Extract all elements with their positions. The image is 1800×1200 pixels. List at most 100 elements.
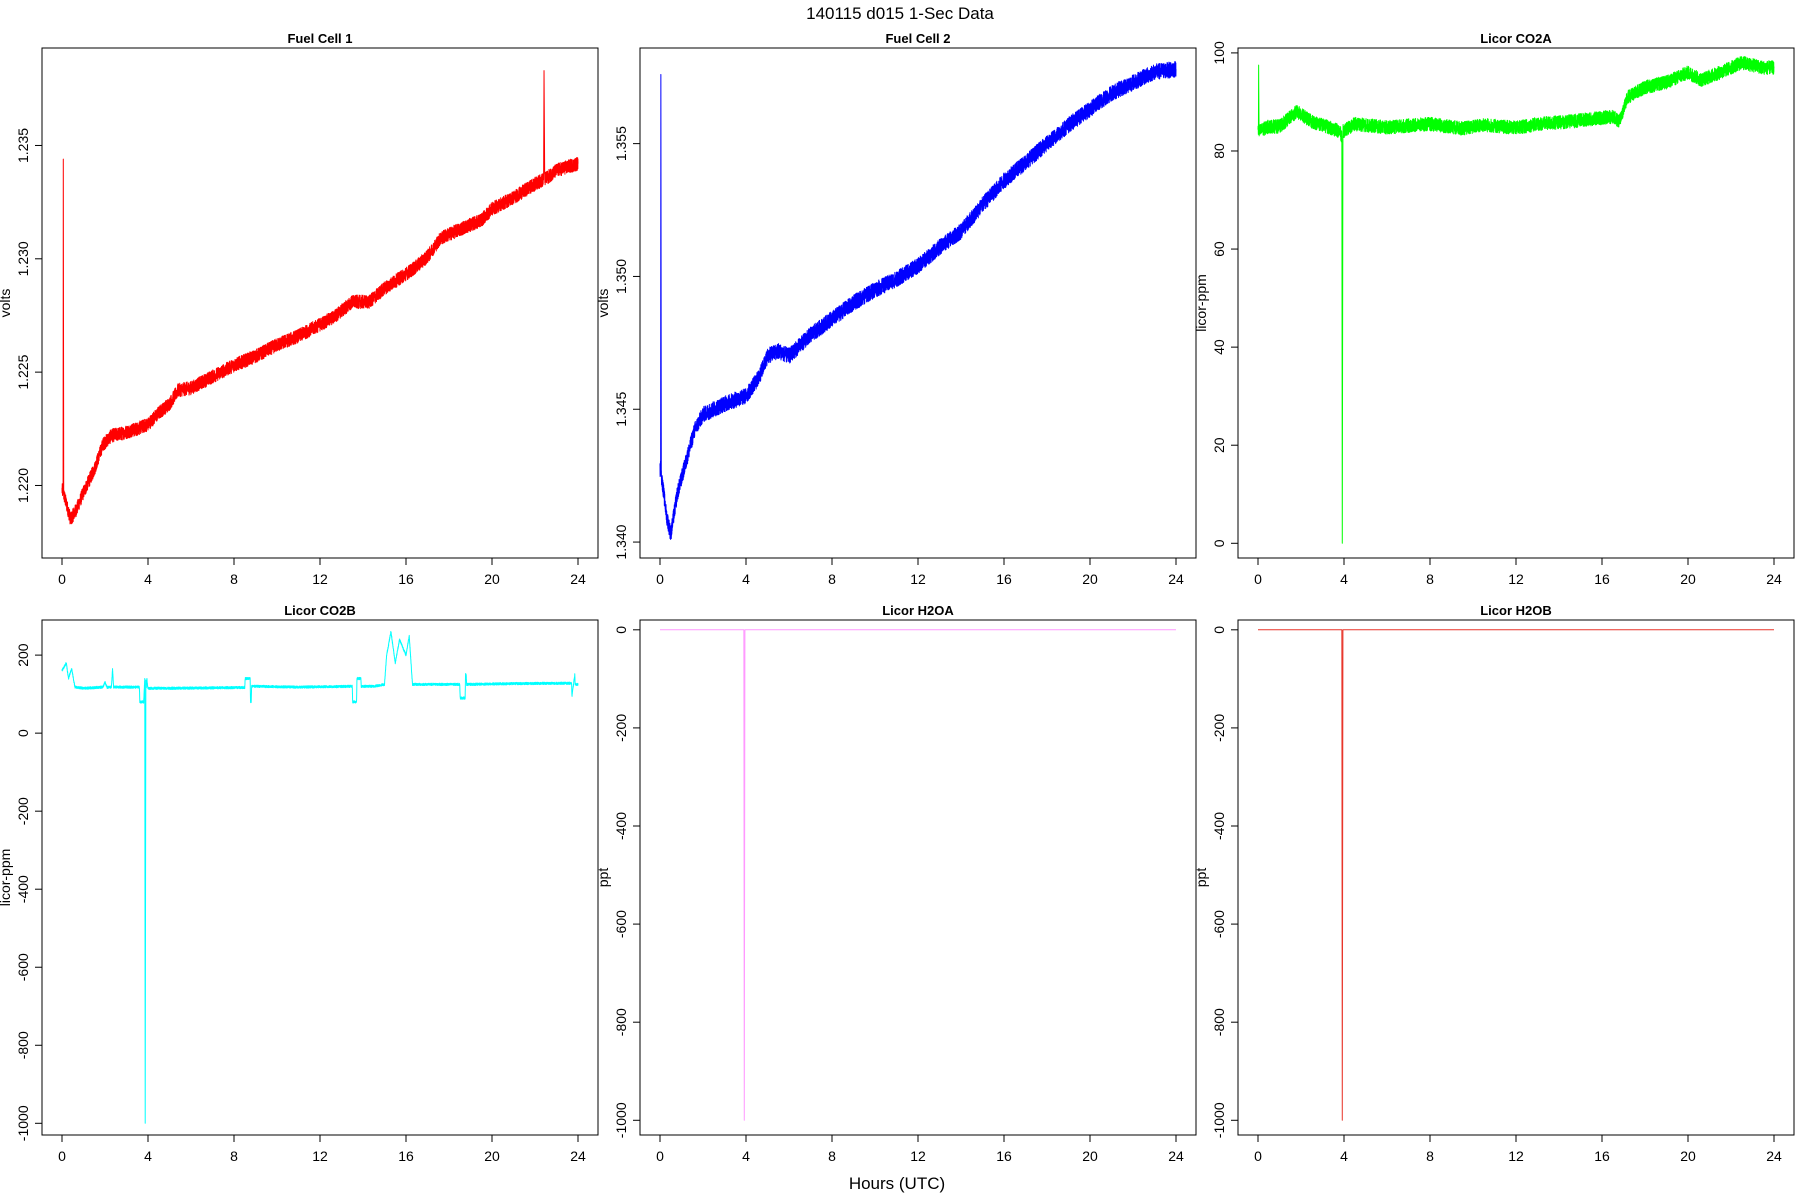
y-tick-label-licor-co2b-3: -400 <box>15 875 31 903</box>
y-tick-label-fuel-cell-2-3: 1.355 <box>613 126 629 161</box>
figure-title: 140115 d015 1-Sec Data <box>806 4 994 23</box>
y-tick-label-fuel-cell-1-0: 1.220 <box>15 468 31 503</box>
y-tick-label-licor-h2oa-5: 0 <box>613 626 629 634</box>
x-tick-label-licor-h2oa-4: 16 <box>996 1148 1012 1164</box>
y-axis-label-licor-co2a: licor-ppm <box>1193 274 1209 332</box>
x-tick-label-licor-h2oa-5: 20 <box>1082 1148 1098 1164</box>
y-axis-label-licor-h2ob: ppt <box>1193 868 1209 888</box>
y-axis-label-licor-h2oa: ppt <box>595 868 611 888</box>
y-axis-label-licor-co2b: licor-ppm <box>0 849 13 907</box>
x-tick-label-licor-co2a-2: 8 <box>1426 571 1434 587</box>
x-tick-label-fuel-cell-1-0: 0 <box>58 571 66 587</box>
x-tick-label-licor-co2b-5: 20 <box>484 1148 500 1164</box>
panel-fuel-cell-1: Fuel Cell 1 0 4 8 12 16 20 24 1.220 1.225 1.230 1.2… <box>0 31 599 587</box>
x-tick-label-licor-h2ob-4: 16 <box>1594 1148 1610 1164</box>
y-tick-label-licor-h2oa-1: -800 <box>613 1008 629 1036</box>
x-tick-label-licor-co2b-2: 8 <box>230 1148 238 1164</box>
x-tick-label-licor-h2ob-2: 8 <box>1426 1148 1434 1164</box>
x-tick-label-licor-co2b-3: 12 <box>312 1148 328 1164</box>
panel-licor-h2ob: Licor H2OB 0 4 8 12 16 20 24 -1000 -800 -600 -400 -2… <box>1193 603 1795 1164</box>
panel-title-licor-co2b: Licor CO2B <box>284 603 356 618</box>
y-tick-label-licor-co2a-5: 100 <box>1211 41 1227 65</box>
y-tick-label-fuel-cell-2-0: 1.340 <box>613 524 629 559</box>
y-tick-label-licor-h2oa-4: -200 <box>613 714 629 742</box>
y-tick-label-licor-h2ob-2: -600 <box>1211 910 1227 938</box>
y-tick-label-licor-co2b-2: -600 <box>15 953 31 981</box>
x-tick-label-fuel-cell-1-2: 8 <box>230 571 238 587</box>
x-tick-label-licor-h2oa-2: 8 <box>828 1148 836 1164</box>
y-tick-label-licor-co2b-0: -1000 <box>15 1105 31 1141</box>
x-tick-label-fuel-cell-1-6: 24 <box>570 571 586 587</box>
y-tick-label-fuel-cell-1-2: 1.230 <box>15 241 31 276</box>
x-tick-label-fuel-cell-2-1: 4 <box>742 571 750 587</box>
y-tick-label-licor-h2ob-3: -400 <box>1211 812 1227 840</box>
series-line-fuel-cell-1-0 <box>61 70 579 525</box>
y-axis-label-fuel-cell-2: volts <box>595 289 611 318</box>
x-tick-label-licor-h2oa-6: 24 <box>1168 1148 1184 1164</box>
x-tick-label-fuel-cell-2-5: 20 <box>1082 571 1098 587</box>
panel-title-fuel-cell-2: Fuel Cell 2 <box>885 31 950 46</box>
y-axis-label-fuel-cell-1: volts <box>0 289 13 318</box>
x-tick-label-fuel-cell-2-3: 12 <box>910 571 926 587</box>
y-tick-label-licor-co2b-4: -200 <box>15 797 31 825</box>
x-tick-label-fuel-cell-1-4: 16 <box>398 571 414 587</box>
y-tick-label-licor-h2oa-0: -1000 <box>613 1102 629 1138</box>
y-tick-label-licor-h2ob-1: -800 <box>1211 1008 1227 1036</box>
x-tick-label-licor-h2oa-3: 12 <box>910 1148 926 1164</box>
y-tick-label-licor-co2b-1: -800 <box>15 1031 31 1059</box>
y-tick-label-licor-co2a-3: 60 <box>1211 241 1227 257</box>
y-tick-label-fuel-cell-2-2: 1.350 <box>613 259 629 294</box>
y-tick-label-licor-co2a-4: 80 <box>1211 143 1227 159</box>
series-line-licor-co2a-0 <box>1257 56 1775 544</box>
x-tick-label-licor-co2b-1: 4 <box>144 1148 152 1164</box>
panel-frame-licor-h2ob <box>1237 619 1795 1136</box>
x-tick-label-licor-co2a-5: 20 <box>1680 571 1696 587</box>
panel-title-fuel-cell-1: Fuel Cell 1 <box>287 31 352 46</box>
x-tick-label-licor-h2ob-6: 24 <box>1766 1148 1782 1164</box>
y-tick-label-fuel-cell-2-1: 1.345 <box>613 392 629 427</box>
x-tick-label-licor-co2b-4: 16 <box>398 1148 414 1164</box>
y-tick-label-licor-h2ob-0: -1000 <box>1211 1102 1227 1138</box>
y-tick-label-licor-h2ob-4: -200 <box>1211 714 1227 742</box>
y-tick-label-licor-co2a-1: 20 <box>1211 437 1227 453</box>
x-tick-label-licor-co2a-6: 24 <box>1766 571 1782 587</box>
x-tick-label-licor-h2ob-3: 12 <box>1508 1148 1524 1164</box>
x-tick-label-licor-co2b-6: 24 <box>570 1148 586 1164</box>
y-tick-label-licor-h2oa-2: -600 <box>613 910 629 938</box>
panel-title-licor-h2ob: Licor H2OB <box>1480 603 1552 618</box>
panel-frame-fuel-cell-1 <box>41 47 599 559</box>
series-line-licor-co2b-0 <box>61 630 579 1124</box>
panel-licor-h2oa: Licor H2OA 0 4 8 12 16 20 24 -1000 -800 -600 -400 -2… <box>595 603 1197 1164</box>
x-tick-label-fuel-cell-2-0: 0 <box>656 571 664 587</box>
x-tick-label-licor-co2a-0: 0 <box>1254 571 1262 587</box>
x-tick-label-licor-h2ob-5: 20 <box>1680 1148 1696 1164</box>
panels-group: Fuel Cell 1 0 4 8 12 16 20 24 1.220 1.225 1.230 1.2… <box>0 31 1795 1164</box>
x-tick-label-licor-h2oa-1: 4 <box>742 1148 750 1164</box>
y-tick-label-licor-h2oa-3: -400 <box>613 812 629 840</box>
x-tick-label-fuel-cell-2-6: 24 <box>1168 571 1184 587</box>
series-line-licor-h2ob-0 <box>1257 629 1775 1121</box>
series-line-licor-h2oa-0 <box>659 629 1177 1121</box>
x-tick-label-fuel-cell-1-1: 4 <box>144 571 152 587</box>
x-tick-label-licor-h2ob-0: 0 <box>1254 1148 1262 1164</box>
y-tick-label-fuel-cell-1-3: 1.235 <box>15 128 31 163</box>
panel-fuel-cell-2: Fuel Cell 2 0 4 8 12 16 20 24 1.340 1.345 1.350 1.3… <box>595 31 1197 587</box>
x-tick-label-fuel-cell-2-2: 8 <box>828 571 836 587</box>
x-tick-label-licor-co2b-0: 0 <box>58 1148 66 1164</box>
panel-title-licor-h2oa: Licor H2OA <box>882 603 954 618</box>
panel-title-licor-co2a: Licor CO2A <box>1480 31 1552 46</box>
panel-licor-co2a: Licor CO2A 0 4 8 12 16 20 24 0 20 40 60 80 100 licor-p… <box>1193 31 1795 587</box>
x-tick-label-licor-h2oa-0: 0 <box>656 1148 664 1164</box>
panel-frame-licor-h2oa <box>639 619 1197 1136</box>
series-line-fuel-cell-2-0 <box>659 60 1177 540</box>
x-tick-label-fuel-cell-1-5: 20 <box>484 571 500 587</box>
y-tick-label-licor-co2a-2: 40 <box>1211 339 1227 355</box>
panel-licor-co2b: Licor CO2B 0 4 8 12 16 20 24 -1000 -800 -600 -400 -2… <box>0 603 599 1164</box>
x-tick-label-licor-co2a-1: 4 <box>1340 571 1348 587</box>
y-tick-label-licor-co2b-6: 200 <box>15 643 31 667</box>
y-tick-label-licor-h2ob-5: 0 <box>1211 626 1227 634</box>
panel-frame-licor-co2b <box>41 619 599 1136</box>
y-tick-label-licor-co2b-5: 0 <box>15 729 31 737</box>
y-tick-label-licor-co2a-0: 0 <box>1211 539 1227 547</box>
